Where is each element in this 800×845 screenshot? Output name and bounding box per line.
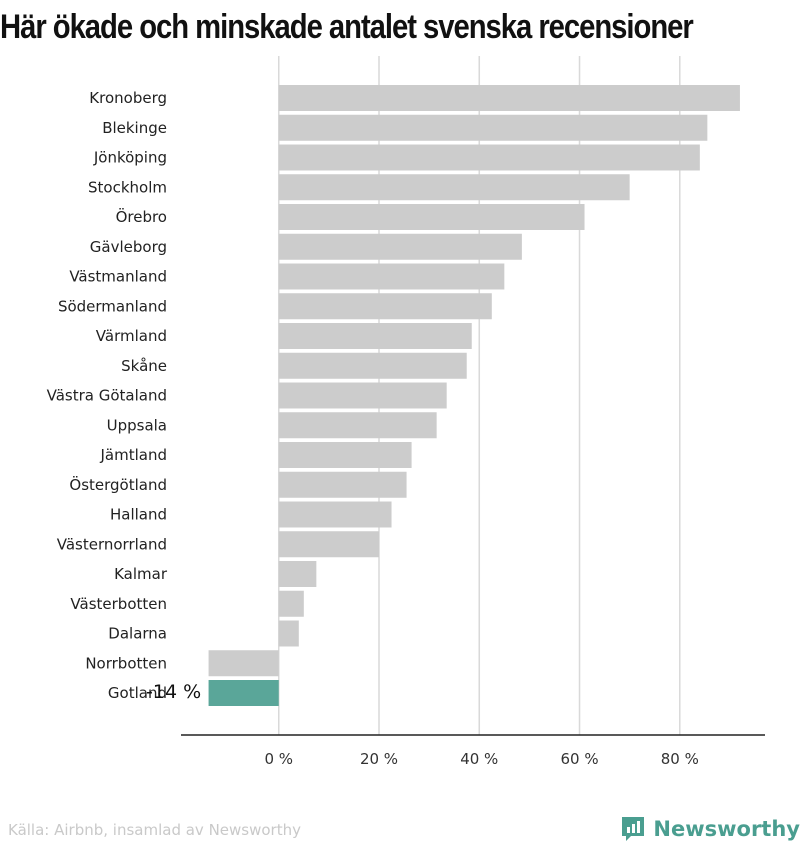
- bar: [278, 263, 505, 290]
- bar-chart: Kronoberg Blekinge Jönköping Stockholm Örebr…: [47, 56, 765, 768]
- newsworthy-logo-icon: [622, 817, 645, 841]
- bar: [278, 382, 447, 409]
- category-label: Östergötland: [69, 475, 167, 494]
- bar: [278, 352, 467, 379]
- x-tick-label: 20 %: [360, 750, 398, 768]
- bar: [278, 144, 700, 171]
- bar: [278, 85, 740, 111]
- category-label: Södermanland: [58, 297, 167, 315]
- bar: [208, 680, 279, 706]
- bar: [278, 531, 380, 558]
- bar: [278, 204, 585, 230]
- category-label: Uppsala: [107, 416, 167, 434]
- category-label: Norrbotten: [85, 654, 167, 672]
- bar: [278, 471, 407, 498]
- category-label: Stockholm: [88, 178, 167, 196]
- category-label: Halland: [110, 506, 167, 524]
- chart-title: Här ökade och minskade antalet svenska r…: [0, 8, 694, 46]
- category-label: Jönköping: [93, 149, 167, 167]
- category-label: Blekinge: [102, 119, 167, 137]
- bar: [208, 650, 279, 677]
- bars: [208, 85, 740, 706]
- bar: [278, 323, 472, 349]
- bar: [278, 233, 522, 260]
- category-label: Kronoberg: [89, 89, 167, 107]
- bar: [278, 620, 299, 647]
- category-label: Västerbotten: [70, 595, 167, 613]
- bar: [278, 501, 392, 528]
- brand-logo[interactable]: Newsworthy: [619, 814, 800, 844]
- annotations: -14 %: [146, 681, 201, 703]
- category-label: Örebro: [116, 207, 167, 226]
- category-label: Västernorrland: [57, 535, 167, 553]
- category-label: Gävleborg: [90, 238, 167, 256]
- category-label: Jämtland: [100, 446, 168, 464]
- category-label: Västmanland: [69, 268, 167, 286]
- bar: [278, 561, 317, 587]
- x-tick-label: 60 %: [560, 750, 598, 768]
- x-tick-label: 40 %: [460, 750, 498, 768]
- x-axis: 0 % 20 % 40 % 60 % 80 %: [181, 734, 765, 768]
- category-label: Kalmar: [114, 565, 168, 583]
- bar: [278, 174, 630, 201]
- x-tick-label: 0 %: [264, 750, 293, 768]
- bar: [278, 442, 412, 468]
- bar: [278, 114, 708, 141]
- category-label: Värmland: [96, 327, 167, 345]
- category-label: Gotland: [108, 684, 167, 702]
- bar: [278, 412, 437, 439]
- category-label: Västra Götaland: [47, 387, 167, 405]
- bar: [278, 293, 492, 320]
- x-tick-label: 80 %: [661, 750, 699, 768]
- category-labels: Kronoberg Blekinge Jönköping Stockholm Örebr…: [47, 89, 168, 702]
- value-label: -14 %: [146, 681, 201, 703]
- source-note: Källa: Airbnb, insamlad av Newsworthy: [8, 821, 301, 839]
- bar: [278, 590, 304, 617]
- category-label: Dalarna: [108, 625, 167, 643]
- brand-name: Newsworthy: [653, 817, 800, 841]
- category-label: Skåne: [121, 357, 167, 375]
